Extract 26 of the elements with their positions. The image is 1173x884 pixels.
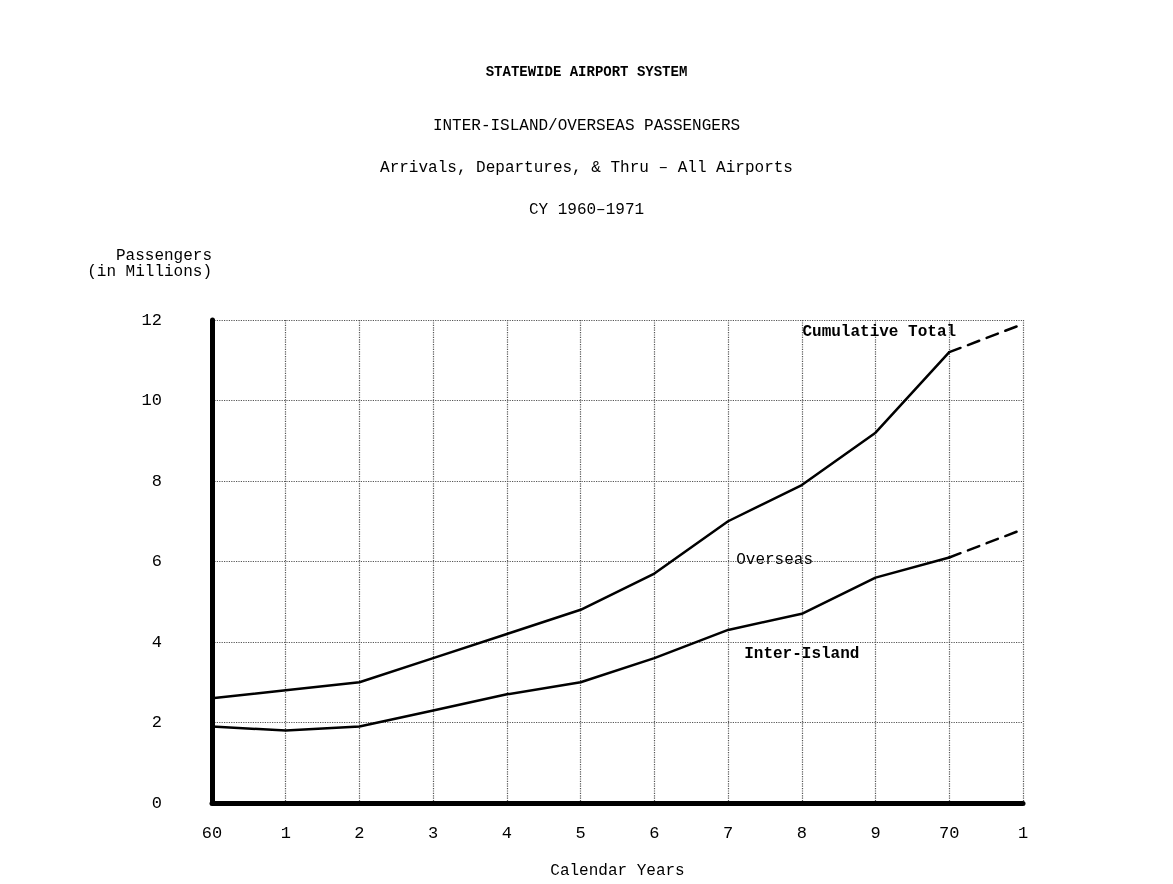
x-tick-label: 6 <box>649 824 660 843</box>
x-tick-label: 9 <box>870 824 881 843</box>
x-tick-label: 2 <box>354 824 365 843</box>
x-tick-label: 7 <box>722 824 734 843</box>
series-label: Inter-Island <box>744 644 860 663</box>
chart-title: STATEWIDE AIRPORT SYSTEM <box>485 64 688 80</box>
y-tick-label: 12 <box>141 310 162 330</box>
x-tick-label: 60 <box>201 824 223 843</box>
x-tick-label: 3 <box>428 824 439 843</box>
x-tick-label: 5 <box>575 824 586 843</box>
annotation: Overseas <box>736 551 813 569</box>
text: INTER-ISLAND/OVERSEAS PASSENGERS Arrivals, Departures, & Thru – All Airports CY 1960–1971 <box>380 117 793 219</box>
y-tick-label: 10 <box>141 391 162 410</box>
x-tick-label: 8 <box>796 824 807 843</box>
x-tick-label: 70 <box>939 824 960 843</box>
y-axis-title: Passengers (in Millions) <box>87 247 212 281</box>
series-label: Cumulative Total <box>802 323 957 342</box>
y-tick-label: 6 <box>151 552 162 571</box>
y-tick-label: 2 <box>151 713 162 732</box>
y-tick-label: 4 <box>151 632 162 652</box>
x-tick-label: 1 <box>1017 824 1029 843</box>
y-tick-label: 0 <box>151 793 162 813</box>
y-tick-label: 8 <box>151 471 162 491</box>
x-tick-label: 1 <box>280 824 291 843</box>
x-tick-label: 4 <box>501 824 513 843</box>
x-axis-title: Calendar Years <box>550 862 685 880</box>
